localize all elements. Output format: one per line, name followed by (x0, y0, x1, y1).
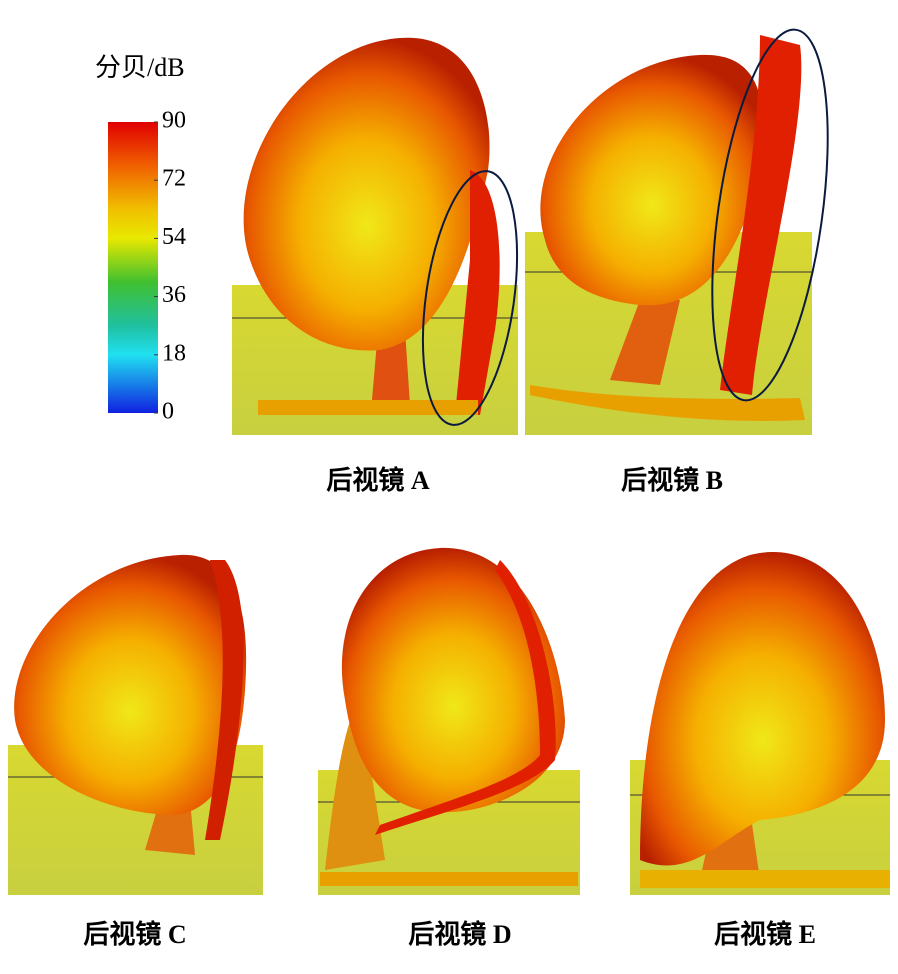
panel-caption: 后视镜 C (83, 919, 186, 949)
panel-a: 后视镜 A (232, 37, 519, 495)
tick-label: 0 (162, 399, 174, 425)
tick-label: 36 (162, 282, 186, 308)
panel-caption: 后视镜 B (621, 465, 723, 495)
tick-label: 18 (162, 340, 186, 366)
colorbar-scale (108, 122, 158, 413)
panel-caption: 后视镜 E (714, 919, 816, 949)
panel-e: 后视镜 E (630, 552, 890, 949)
panel-d: 后视镜 D (318, 547, 580, 949)
panel-c: 后视镜 C (8, 554, 263, 949)
tick-label: 90 (162, 108, 186, 134)
colorbar: 分贝/dB 90 72 54 36 18 0 (95, 53, 186, 425)
colorbar-title: 分贝/dB (95, 53, 185, 82)
tick-label: 72 (162, 166, 186, 192)
panel-caption: 后视镜 D (408, 919, 511, 949)
panel-b: 后视镜 B (525, 28, 829, 495)
tick-label: 54 (162, 224, 186, 250)
panel-caption: 后视镜 A (326, 465, 430, 495)
